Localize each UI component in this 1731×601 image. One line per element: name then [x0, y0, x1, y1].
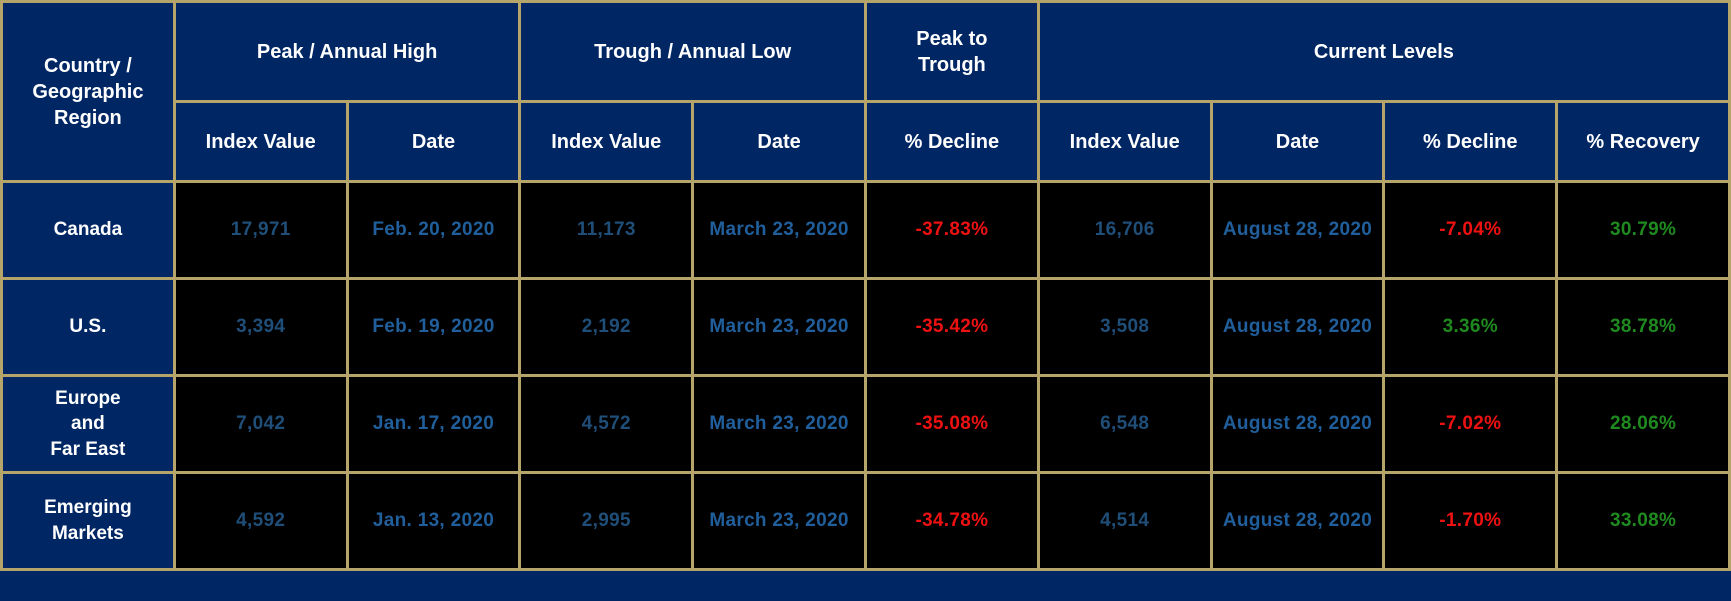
- column-header-current-percent-recovery: % Recovery: [1555, 100, 1731, 183]
- column-header-trough-date: Date: [691, 100, 867, 183]
- cell-current-date: August 28, 2020: [1209, 374, 1386, 474]
- market-levels-table: Country / Geographic Region Peak / Annua…: [0, 0, 1731, 571]
- bottom-navy-strip: [0, 571, 1731, 601]
- cell-trough-index-value: 11,173: [518, 180, 695, 280]
- cell-trough-date: March 23, 2020: [691, 277, 867, 377]
- cell-current-recovery: 33.08%: [1555, 471, 1731, 571]
- column-group-peak-annual-high: Peak / Annual High: [172, 0, 522, 103]
- header-sub-row: Index Value Date Index Value Date % Decl…: [2, 100, 1731, 183]
- column-group-trough-annual-low: Trough / Annual Low: [518, 0, 867, 103]
- cell-current-index-value: 4,514: [1036, 471, 1213, 571]
- cell-peak-to-trough-decline: -35.08%: [863, 374, 1040, 474]
- cell-peak-index-value: 4,592: [172, 471, 349, 571]
- cell-peak-date: Feb. 20, 2020: [345, 180, 522, 280]
- cell-current-index-value: 6,548: [1036, 374, 1213, 474]
- column-header-current-date: Date: [1209, 100, 1386, 183]
- column-header-current-index-value: Index Value: [1036, 100, 1213, 183]
- cell-current-recovery: 30.79%: [1555, 180, 1731, 280]
- cell-current-recovery: 38.78%: [1555, 277, 1731, 377]
- table-row-us: U.S. 3,394 Feb. 19, 2020 2,192 March 23,…: [0, 277, 1731, 377]
- cell-current-recovery: 28.06%: [1555, 374, 1731, 474]
- table-row-canada: Canada 17,971 Feb. 20, 2020 11,173 March…: [0, 180, 1731, 280]
- cell-current-decline: 3.36%: [1382, 277, 1559, 377]
- row-header-region: Emerging Markets: [0, 471, 176, 571]
- column-header-peak-date: Date: [345, 100, 522, 183]
- cell-trough-index-value: 4,572: [518, 374, 695, 474]
- column-group-peak-to-trough: Peak to Trough: [863, 0, 1040, 103]
- cell-peak-date: Jan. 13, 2020: [345, 471, 522, 571]
- cell-peak-date: Jan. 17, 2020: [345, 374, 522, 474]
- column-header-ptt-percent-decline: % Decline: [863, 100, 1040, 183]
- cell-current-index-value: 3,508: [1036, 277, 1213, 377]
- cell-trough-index-value: 2,995: [518, 471, 695, 571]
- table-row-emerging-markets: Emerging Markets 4,592 Jan. 13, 2020 2,9…: [0, 471, 1731, 571]
- cell-current-decline: -7.02%: [1382, 374, 1559, 474]
- cell-current-date: August 28, 2020: [1209, 277, 1386, 377]
- row-header-region: Europe and Far East: [0, 374, 176, 474]
- cell-trough-date: March 23, 2020: [691, 180, 867, 280]
- column-header-current-percent-decline: % Decline: [1382, 100, 1559, 183]
- cell-trough-index-value: 2,192: [518, 277, 695, 377]
- column-header-region: Country / Geographic Region: [0, 0, 176, 183]
- cell-trough-date: March 23, 2020: [691, 374, 867, 474]
- cell-peak-index-value: 7,042: [172, 374, 349, 474]
- cell-peak-to-trough-decline: -35.42%: [863, 277, 1040, 377]
- cell-current-date: August 28, 2020: [1209, 180, 1386, 280]
- cell-peak-index-value: 17,971: [172, 180, 349, 280]
- cell-current-decline: -7.04%: [1382, 180, 1559, 280]
- row-header-region: Canada: [0, 180, 176, 280]
- cell-peak-to-trough-decline: -34.78%: [863, 471, 1040, 571]
- cell-current-decline: -1.70%: [1382, 471, 1559, 571]
- column-group-current-levels: Current Levels: [1036, 0, 1731, 103]
- row-header-region: U.S.: [0, 277, 176, 377]
- cell-peak-date: Feb. 19, 2020: [345, 277, 522, 377]
- cell-peak-to-trough-decline: -37.83%: [863, 180, 1040, 280]
- column-header-peak-index-value: Index Value: [172, 100, 349, 183]
- header-group-row: Country / Geographic Region Peak / Annua…: [0, 0, 1731, 183]
- cell-current-index-value: 16,706: [1036, 180, 1213, 280]
- cell-peak-index-value: 3,394: [172, 277, 349, 377]
- cell-current-date: August 28, 2020: [1209, 471, 1386, 571]
- table-row-europe-far-east: Europe and Far East 7,042 Jan. 17, 2020 …: [0, 374, 1731, 474]
- column-header-trough-index-value: Index Value: [518, 100, 695, 183]
- cell-trough-date: March 23, 2020: [691, 471, 867, 571]
